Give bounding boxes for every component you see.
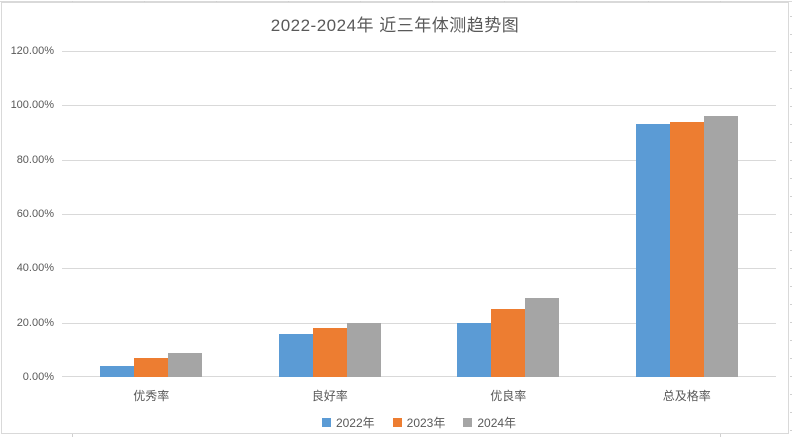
- y-tick-label: 40.00%: [16, 262, 54, 275]
- bar-2023年-总及格率: [669, 121, 704, 377]
- spreadsheet-cell-tick: [790, 376, 792, 377]
- bar-2022年-优良率: [457, 322, 492, 377]
- x-tick-label-总及格率: 总及格率: [662, 389, 711, 403]
- x-axis-line: [62, 376, 776, 377]
- legend-item-2023年: 2023年: [392, 414, 446, 431]
- spreadsheet-cell-tick: [790, 142, 792, 143]
- spreadsheet-cell-tick: [790, 106, 792, 107]
- bar-group-良好率: [241, 51, 420, 377]
- bar-2022年-优秀率: [100, 366, 135, 377]
- y-tick-label: 80.00%: [16, 153, 54, 166]
- x-axis: 优秀率 良好率 优良率 总及格率: [62, 387, 776, 404]
- spreadsheet-cell-tick: [790, 88, 792, 89]
- y-tick-label: 20.00%: [16, 316, 54, 329]
- spreadsheet-cell-tick: [790, 196, 792, 197]
- bar-2024年-优秀率: [168, 352, 203, 377]
- spreadsheet-cell-tick: [790, 358, 792, 359]
- y-tick-label: 0.00%: [22, 371, 54, 383]
- y-axis: 0.00% 20.00% 40.00% 60.00% 80.00% 100.00% 120.…: [2, 45, 54, 383]
- legend-label: 2022年: [335, 416, 375, 430]
- bar-2022年-总及格率: [635, 124, 670, 377]
- spreadsheet-cell-tick: [790, 412, 792, 413]
- bar-2024年-良好率: [346, 322, 381, 377]
- gridline: [62, 322, 776, 324]
- spreadsheet-cell-tick: [790, 394, 792, 395]
- legend-label: 2024年: [477, 416, 517, 430]
- bar-2023年-优秀率: [134, 357, 169, 377]
- spreadsheet-cell-tick: [790, 232, 792, 233]
- spreadsheet-cell-tick: [790, 250, 792, 251]
- bar-group-优秀率: [62, 51, 241, 377]
- bar-2023年-良好率: [312, 328, 347, 377]
- spreadsheet-cell-tick: [790, 70, 792, 71]
- legend-label: 2023年: [406, 416, 446, 430]
- x-tick-label-优秀率: 优秀率: [133, 389, 170, 403]
- spreadsheet-cell-tick: [720, 434, 721, 437]
- gridline: [62, 159, 776, 161]
- bar-2022年-良好率: [278, 333, 313, 377]
- gridline: [62, 214, 776, 215]
- plot-area: [62, 51, 776, 377]
- x-tick-label-优良率: 优良率: [490, 389, 527, 403]
- spreadsheet-cell-tick: [790, 214, 792, 215]
- spreadsheet-cell-tick: [790, 34, 792, 35]
- spreadsheet-cell-tick: [790, 430, 792, 431]
- spreadsheet-cell-tick: [72, 434, 73, 437]
- spreadsheet-cell-tick: [790, 286, 792, 287]
- bar-2024年-总及格率: [703, 116, 738, 377]
- gridline: [62, 268, 776, 270]
- spreadsheet-cell-tick: [790, 124, 792, 125]
- spreadsheet-cell-tick: [790, 304, 792, 305]
- y-tick-label: 120.00%: [10, 45, 54, 57]
- legend-swatch-icon: [463, 418, 473, 427]
- spreadsheet-cell-tick: [790, 160, 792, 161]
- chart-frame[interactable]: 2022-2024年 近三年体测趋势图 0.00% 20.00% 40.00% 60.…: [1, 2, 789, 434]
- legend: 2022年 2023年 2024年: [62, 414, 776, 431]
- legend-swatch-icon: [321, 418, 331, 427]
- spreadsheet-gridline-top: [0, 1, 792, 2]
- bar-group-优良率: [419, 51, 598, 377]
- bar-2024年-优良率: [525, 298, 560, 377]
- chart-title: 2022-2024年 近三年体测趋势图: [270, 16, 520, 35]
- y-tick-label: 60.00%: [16, 208, 54, 220]
- spreadsheet-cell-tick: [790, 340, 792, 341]
- x-tick-label-良好率: 良好率: [311, 389, 348, 403]
- spreadsheet-cell-tick: [790, 16, 792, 17]
- spreadsheet-cell-tick: [790, 322, 792, 323]
- bar-2023年-优良率: [491, 309, 526, 377]
- spreadsheet-cell-tick: [790, 268, 792, 269]
- spreadsheet-cell-tick: [790, 52, 792, 53]
- legend-swatch-icon: [392, 418, 402, 427]
- bar-group-总及格率: [598, 51, 777, 377]
- legend-item-2022年: 2022年: [321, 414, 375, 431]
- legend-item-2024年: 2024年: [463, 414, 516, 431]
- gridline: [62, 105, 776, 107]
- spreadsheet-cell-tick: [790, 178, 792, 179]
- y-tick-label: 100.00%: [10, 99, 54, 112]
- gridline: [62, 51, 776, 52]
